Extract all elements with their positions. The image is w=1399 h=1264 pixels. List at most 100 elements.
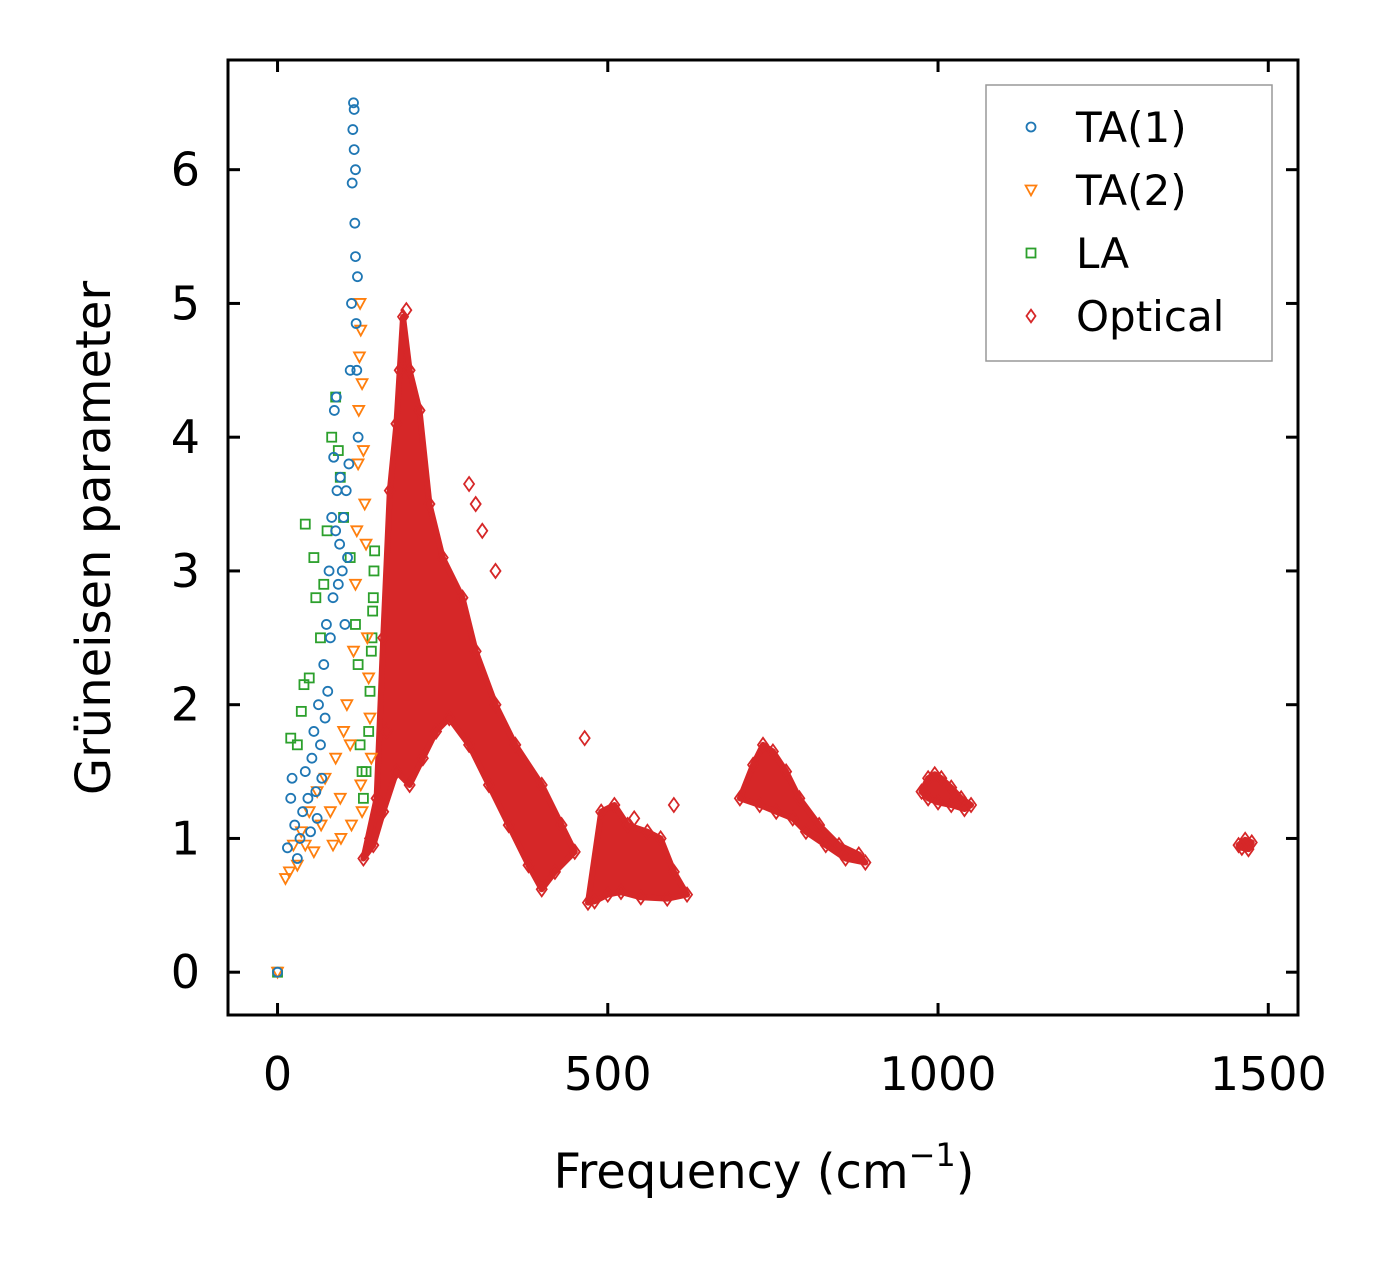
optical-point <box>680 886 694 904</box>
data-point <box>290 859 305 873</box>
legend-entry-la: LA <box>1025 229 1129 278</box>
y-tick-label: 3 <box>171 544 200 598</box>
optical-point <box>799 823 813 841</box>
y-tick-label: 6 <box>171 143 200 197</box>
data-point <box>363 712 377 726</box>
data-point <box>295 705 307 717</box>
optical-point <box>489 562 502 580</box>
optical-point <box>601 886 614 904</box>
data-point <box>319 712 331 724</box>
optical-point <box>915 783 928 801</box>
optical-point <box>363 829 377 847</box>
legend-label: TA(2) <box>1075 166 1187 215</box>
optical-point <box>661 890 674 908</box>
axis-ticks: 0 500 1000 1500 0 1 2 3 4 5 6 <box>171 60 1327 1101</box>
legend-entry-ta-1-: TA(1) <box>1025 103 1187 152</box>
data-point <box>326 431 338 443</box>
data-point <box>354 739 366 751</box>
optical-point <box>654 829 667 847</box>
optical-point <box>548 863 562 881</box>
optical-point <box>370 789 383 807</box>
optical-point <box>403 776 416 794</box>
data-point <box>355 806 369 819</box>
legend-entry-ta-2-: TA(2) <box>1024 166 1187 215</box>
optical-point <box>443 709 456 727</box>
optical-point <box>482 776 496 794</box>
data-point <box>316 772 328 784</box>
optical-point <box>922 789 935 807</box>
data-point <box>364 752 379 766</box>
y-tick-label: 5 <box>171 276 200 330</box>
data-point <box>350 619 361 630</box>
data-point <box>360 766 372 777</box>
y-tick-label: 0 <box>171 945 200 999</box>
series-ta-1- <box>272 97 364 978</box>
optical-point <box>931 793 945 811</box>
legend-label: LA <box>1076 229 1129 278</box>
data-point <box>340 485 352 497</box>
optical-point <box>608 796 621 814</box>
optical-point <box>756 736 770 754</box>
optical-point <box>813 816 826 834</box>
optical-point <box>436 549 449 567</box>
optical-point <box>393 361 406 379</box>
data-point <box>351 364 363 376</box>
optical-point <box>469 495 482 513</box>
data-point <box>350 164 361 176</box>
data-point <box>333 792 348 806</box>
optical-point <box>357 849 370 868</box>
x-tick-label: 0 <box>263 1047 292 1101</box>
optical-point <box>390 763 403 781</box>
data-point <box>339 699 354 712</box>
optical-point <box>733 789 746 807</box>
optical-point <box>456 589 469 607</box>
data-point <box>338 512 349 523</box>
x-axis-label: Frequency (cm−1) <box>553 1136 974 1200</box>
data-point <box>369 545 381 557</box>
optical-point <box>396 308 410 326</box>
data-point <box>367 592 379 604</box>
data-point <box>330 525 342 537</box>
optical-point <box>416 749 429 767</box>
optical-point <box>522 856 535 874</box>
optical-point <box>819 836 832 854</box>
x-tick-label: 500 <box>564 1047 652 1101</box>
data-point <box>286 772 298 784</box>
data-point <box>351 458 366 472</box>
x-tick-label: 1500 <box>1210 1047 1327 1101</box>
series-optical <box>357 301 1258 912</box>
data-point <box>308 552 320 563</box>
legend-label: Optical <box>1076 292 1224 341</box>
data-point <box>291 853 303 864</box>
data-point <box>306 846 321 860</box>
data-point <box>328 451 340 463</box>
optical-point <box>476 522 489 540</box>
optical-point <box>770 803 783 821</box>
data-point <box>328 752 343 766</box>
x-axis-label-superscript: −1 <box>909 1136 956 1174</box>
data-point <box>334 833 348 846</box>
optical-point <box>793 789 806 807</box>
optical-point <box>621 816 634 834</box>
data-point <box>285 792 297 804</box>
optical-point <box>832 836 846 854</box>
data-point <box>272 966 283 978</box>
optical-point <box>403 361 416 379</box>
data-point <box>330 391 342 403</box>
optical-point <box>746 756 760 774</box>
data-point <box>346 298 357 309</box>
data-point <box>353 779 368 793</box>
x-axis-label-main: Frequency (cm <box>553 1144 908 1200</box>
data-point <box>361 672 376 686</box>
data-point <box>350 251 361 263</box>
data-point <box>311 812 323 824</box>
legend-marker <box>1025 247 1037 259</box>
plot-area <box>270 97 1258 980</box>
data-point <box>336 565 348 577</box>
data-point <box>310 786 322 798</box>
data-point <box>355 378 369 391</box>
optical-point <box>489 696 502 714</box>
data-point <box>302 792 314 804</box>
optical-point <box>766 742 780 761</box>
legend-marker <box>1025 121 1037 133</box>
